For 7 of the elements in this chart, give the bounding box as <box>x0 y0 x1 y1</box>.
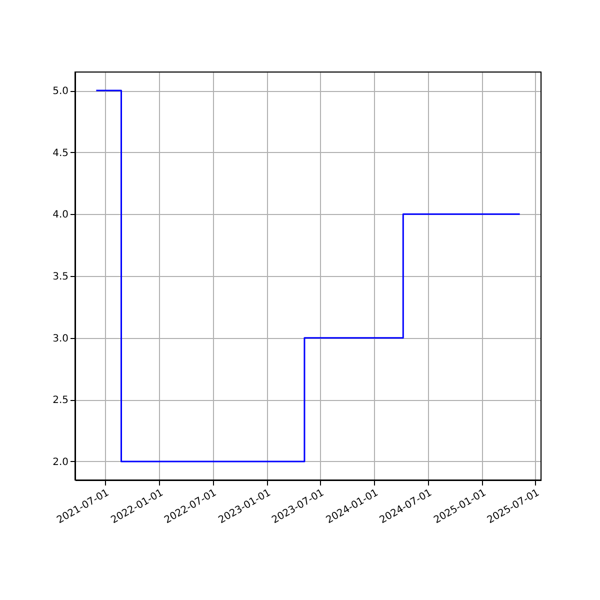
y-tick-label: 3.5 <box>52 272 68 282</box>
y-tick-label: 5.0 <box>52 86 68 98</box>
y-tick-label: 2.0 <box>52 456 68 468</box>
y-tick-label: 4.0 <box>52 210 68 221</box>
y-tick-label: 3.0 <box>52 333 68 344</box>
y-tick-label: 2.5 <box>52 395 68 406</box>
y-tick-label: 4.5 <box>52 148 68 159</box>
